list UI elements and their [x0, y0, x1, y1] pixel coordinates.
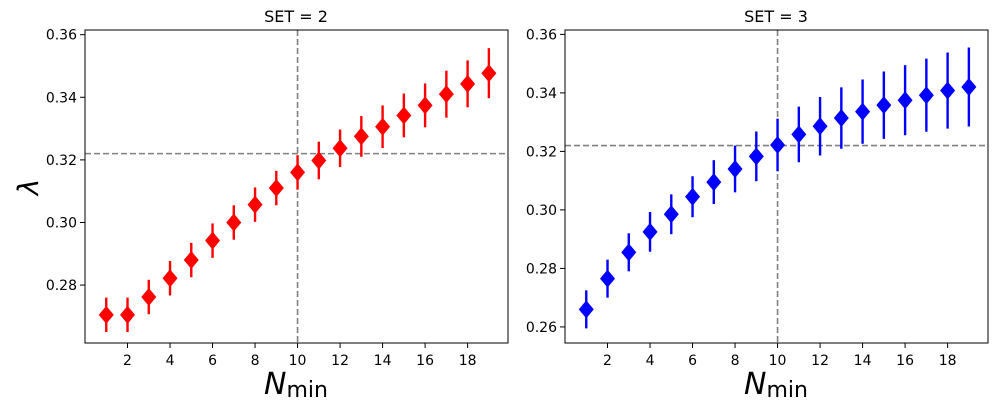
data-point [727, 159, 743, 178]
y-tick-label: 0.34 [46, 90, 77, 106]
data-point [375, 117, 391, 136]
data-point [290, 163, 306, 182]
plot-frame [84, 29, 509, 344]
x-tick-label: 18 [939, 353, 957, 369]
x-tick-label: 16 [416, 353, 434, 369]
panel-set-2: SET = 2 λ Nmin 2 4 6 8 10 12 14 16 18 0.28 0.30 0.3… [12, 7, 509, 403]
data-point [897, 91, 913, 110]
x-tick-label: 12 [811, 353, 829, 369]
data-point [833, 109, 849, 128]
data-point [205, 231, 221, 250]
x-tick-label: 18 [459, 353, 477, 369]
data-point [120, 305, 136, 324]
plot-frame [564, 29, 989, 344]
x-tick-label: 10 [289, 353, 307, 369]
data-point [578, 300, 594, 319]
x-tick-label: 8 [251, 353, 260, 369]
data-point [855, 102, 871, 121]
data-point [940, 81, 956, 100]
data-point [396, 106, 412, 125]
y-tick-label: 0.36 [526, 27, 557, 43]
x-tick-label: 2 [603, 353, 612, 369]
data-point [332, 139, 348, 158]
data-point [353, 127, 369, 146]
data-point [876, 96, 892, 115]
x-axis-label: Nmin [264, 367, 328, 403]
x-tick-label: 14 [854, 353, 872, 369]
data-point [268, 179, 284, 198]
x-tick-label: 12 [331, 353, 349, 369]
panel-title: SET = 2 [264, 7, 328, 26]
x-axis-label-sub: min [766, 378, 808, 403]
x-tick-label: 14 [374, 353, 392, 369]
data-point [642, 222, 658, 241]
data-point [961, 78, 977, 97]
x-tick-label: 8 [731, 353, 740, 369]
x-tick-label: 4 [166, 353, 175, 369]
y-tick-label: 0.34 [526, 86, 557, 102]
x-axis-label-main: N [264, 367, 286, 402]
data-point [183, 251, 199, 270]
y-tick-label: 0.30 [46, 216, 77, 232]
x-tick-label: 4 [646, 353, 655, 369]
data-point [226, 213, 242, 232]
data-point [481, 64, 497, 83]
data-point [460, 74, 476, 93]
x-axis-label-main: N [744, 367, 766, 402]
y-tick-label: 0.30 [526, 203, 557, 219]
data-point [770, 135, 786, 154]
y-tick-label: 0.36 [46, 28, 77, 44]
data-point [663, 205, 679, 224]
y-tick-label: 0.28 [46, 278, 77, 294]
data-point [438, 85, 454, 104]
x-axis-label-sub: min [286, 378, 328, 403]
x-tick-label: 16 [896, 353, 914, 369]
x-tick-label: 6 [208, 353, 217, 369]
panel-set-3: SET = 3 Nmin 2 4 6 8 10 12 14 16 18 0.26 0.28 0.30 0… [526, 7, 989, 403]
x-tick-label: 2 [123, 353, 132, 369]
data-point [812, 117, 828, 136]
data-point [791, 125, 807, 144]
y-tick-label: 0.32 [46, 153, 77, 169]
data-point [98, 305, 114, 324]
y-tick-label: 0.26 [526, 320, 557, 336]
x-tick-label: 6 [688, 353, 697, 369]
data-point [706, 173, 722, 192]
data-point [311, 151, 327, 170]
data-point [417, 96, 433, 115]
data-point [141, 287, 157, 306]
y-tick-label: 0.32 [526, 144, 557, 160]
data-point [621, 243, 637, 262]
data-point [918, 86, 934, 105]
y-tick-label: 0.28 [526, 261, 557, 277]
data-point [685, 187, 701, 206]
data-point [748, 147, 764, 166]
data-point [247, 195, 263, 214]
x-tick-label: 10 [769, 353, 787, 369]
data-point [600, 269, 616, 288]
x-axis-label: Nmin [744, 367, 808, 403]
panel-title: SET = 3 [744, 7, 808, 26]
data-point [162, 269, 178, 288]
y-axis-label: λ [12, 179, 45, 198]
